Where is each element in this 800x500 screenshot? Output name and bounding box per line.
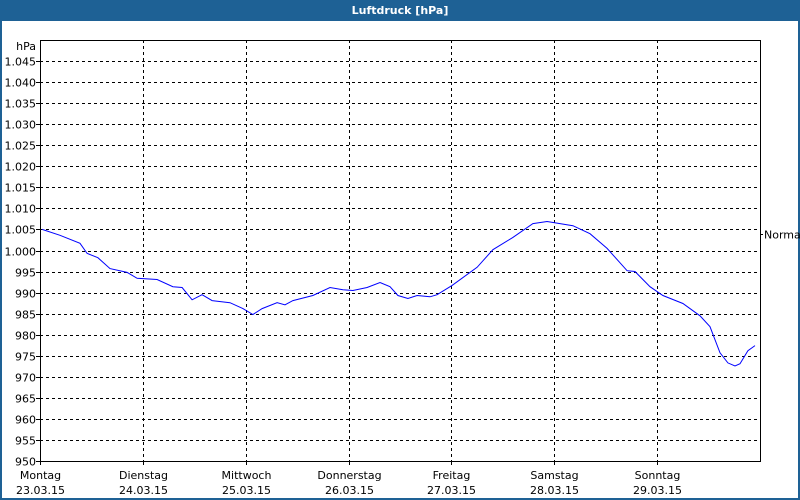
y-tick-label: 1.045 <box>5 56 37 69</box>
grid <box>40 40 760 461</box>
x-tick-date-label: 28.03.15 <box>530 484 579 497</box>
y-tick-label: 985 <box>15 309 36 322</box>
y-tick-label: 1.035 <box>5 98 37 111</box>
axes: 950 955 960 965 970 975 980 985 990 995 1.000 1.005… <box>5 40 800 497</box>
y-tick-label: 975 <box>15 351 36 364</box>
y-tick-label: 960 <box>15 414 36 427</box>
y-tick-label: 980 <box>15 330 36 343</box>
x-tick-date-label: 25.03.15 <box>222 484 271 497</box>
y-axis-unit-label: hPa <box>16 40 36 53</box>
x-tick-day-label: Sonntag <box>635 469 681 482</box>
y-tick-label: 1.005 <box>5 224 37 237</box>
y-tick-label: 955 <box>15 435 36 448</box>
x-tick-day-label: Donnerstag <box>317 469 381 482</box>
x-tick-date-label: 29.03.15 <box>633 484 682 497</box>
x-tick-day-label: Freitag <box>433 469 471 482</box>
normal-label: Normal <box>764 229 800 242</box>
y-tick-label: 1.040 <box>5 77 37 90</box>
x-tick-date-label: 23.03.15 <box>16 484 65 497</box>
x-tick-date-label: 26.03.15 <box>325 484 374 497</box>
y-tick-label: 970 <box>15 372 36 385</box>
plot-frame <box>40 40 761 462</box>
y-tick-label: 965 <box>15 393 36 406</box>
y-tick-label: 1.030 <box>5 119 37 132</box>
y-tick-label: 1.010 <box>5 203 37 216</box>
y-tick-label: 1.015 <box>5 182 37 195</box>
x-tick-date-label: 27.03.15 <box>427 484 476 497</box>
y-tick-label: 1.025 <box>5 140 37 153</box>
y-tick-label: 950 <box>15 456 36 469</box>
y-tick-label: 995 <box>15 267 36 280</box>
x-tick-date-label: 24.03.15 <box>119 484 168 497</box>
y-tick-label: 1.020 <box>5 161 37 174</box>
window-title: Luftdruck [hPa] <box>0 0 800 21</box>
y-tick-label: 990 <box>15 288 36 301</box>
pressure-series-line <box>41 220 756 367</box>
x-tick-day-label: Samstag <box>530 469 578 482</box>
x-tick-day-label: Dienstag <box>119 469 168 482</box>
x-tick-day-label: Montag <box>20 469 61 482</box>
y-tick-label: 1.000 <box>5 246 37 259</box>
x-tick-day-label: Mittwoch <box>222 469 272 482</box>
